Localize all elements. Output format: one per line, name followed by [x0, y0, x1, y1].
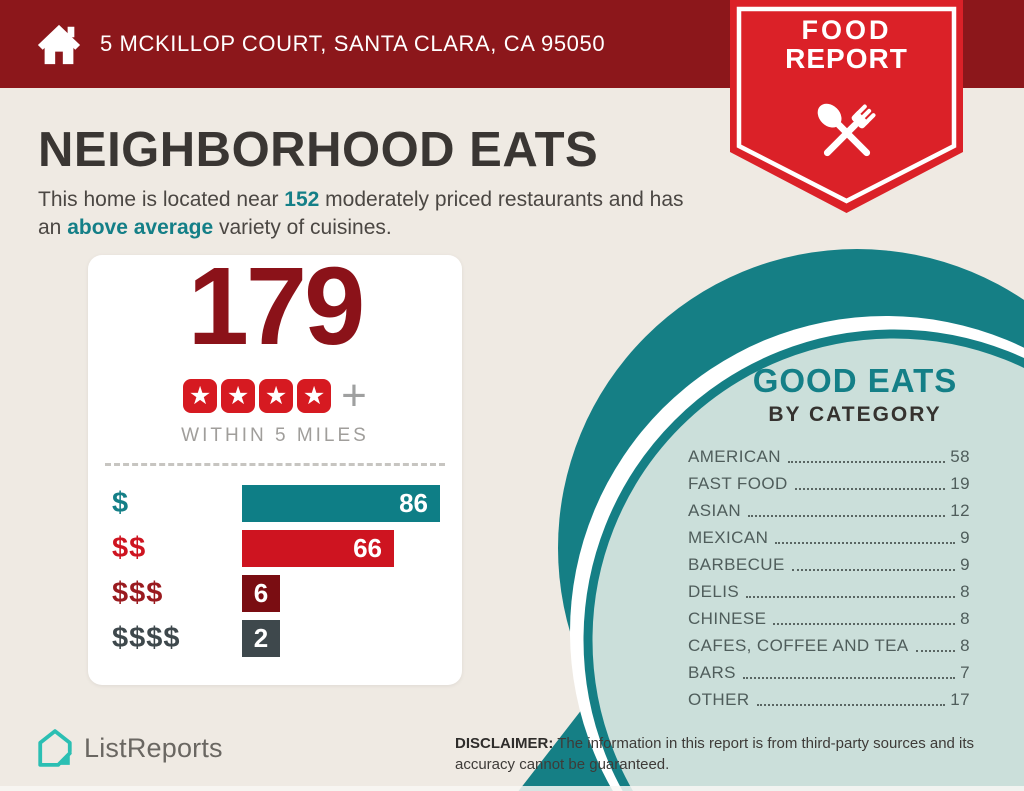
good-eats-subtitle: BY CATEGORY: [768, 403, 942, 426]
header-content: 5 MCKILLOP COURT, SANTA CLARA, CA 95050: [36, 0, 605, 88]
dot-leader: [748, 515, 946, 517]
category-count: 58: [950, 447, 970, 466]
dot-leader: [775, 542, 956, 544]
category-name: OTHER: [688, 690, 750, 709]
dot-leader: [746, 596, 956, 598]
price-bar: 2: [242, 620, 280, 657]
intro-part2: moderately priced restaurants and has an: [38, 188, 684, 239]
dot-leader: [742, 677, 956, 679]
rating-caption: WITHIN 5 MILES: [181, 425, 369, 446]
category-row: OTHER 17: [688, 683, 970, 710]
category-name: FAST FOOD: [688, 474, 788, 493]
dot-leader: [791, 569, 956, 571]
page-title: NEIGHBORHOOD EATS: [38, 123, 599, 177]
ribbon-shape: [730, 0, 963, 213]
bottom-edge-strip: [0, 786, 1024, 791]
category-name: MEXICAN: [688, 528, 769, 547]
category-row: BARBECUE 9: [688, 548, 970, 575]
category-row: FAST FOOD 19: [688, 467, 970, 494]
dot-leader: [794, 488, 946, 490]
category-count: 9: [960, 555, 970, 574]
price-label: $: [112, 487, 130, 519]
price-bar-row: $$$ 6: [112, 575, 440, 612]
price-bar: 66: [242, 530, 394, 567]
ribbon-line1: FOOD: [801, 15, 892, 45]
category-name: CAFES, COFFEE AND TEA: [688, 636, 909, 655]
dashed-divider: [105, 463, 445, 466]
price-bar: 6: [242, 575, 280, 612]
category-name: BARS: [688, 663, 736, 682]
category-row: ASIAN 12: [688, 494, 970, 521]
price-label: $$$$: [112, 622, 181, 654]
intro-part3: variety of cuisines.: [213, 216, 392, 239]
category-name: DELIS: [688, 582, 740, 601]
restaurant-count: 179: [187, 245, 366, 368]
category-list: AMERICAN 58 FAST FOOD 19 ASIAN 12 MEXICAN 9 …: [688, 440, 970, 710]
star-icon: ★: [221, 379, 256, 413]
category-name: BARBECUE: [688, 555, 785, 574]
star-icon: ★: [297, 379, 332, 413]
listreports-logo: ListReports: [36, 727, 223, 769]
intro-part1: This home is located near: [38, 188, 285, 211]
category-name: AMERICAN: [688, 447, 781, 466]
ribbon-title: FOOD REPORT: [730, 16, 963, 73]
category-count: 9: [960, 528, 970, 547]
disclaimer-text: The information in this report is from t…: [455, 735, 975, 773]
price-bar-row: $ 86: [112, 485, 440, 522]
disclaimer-label: DISCLAIMER:: [455, 735, 554, 752]
restaurant-stats-card: 179 ★ ★ ★ ★ + WITHIN 5 MILES $ 86 $$ 66 $$$…: [88, 249, 462, 685]
property-address: 5 MCKILLOP COURT, SANTA CLARA, CA 95050: [100, 31, 606, 56]
good-eats-title: GOOD EATS: [752, 362, 958, 399]
category-row: BARS 7: [688, 656, 970, 683]
category-row: CAFES, COFFEE AND TEA 8: [688, 629, 970, 656]
category-row: AMERICAN 58: [688, 440, 970, 467]
star-icon: ★: [183, 379, 218, 413]
dot-leader: [915, 650, 956, 652]
intro-count-highlight: 152: [284, 188, 320, 211]
dot-leader: [756, 704, 946, 706]
star-icon: ★: [259, 379, 294, 413]
category-count: 7: [960, 663, 970, 682]
price-label: $$$: [112, 577, 164, 609]
food-report-ribbon: FOOD REPORT: [730, 0, 963, 217]
intro-text: This home is located near 152 moderately…: [38, 186, 698, 242]
star-rating: ★ ★ ★ ★ +: [88, 371, 462, 420]
category-name: CHINESE: [688, 609, 767, 628]
category-count: 8: [960, 609, 970, 628]
price-label: $$: [112, 532, 147, 564]
category-count: 8: [960, 636, 970, 655]
price-bar-row: $$ 66: [112, 530, 440, 567]
star-tiles: ★ ★ ★ ★: [183, 379, 332, 413]
pale-inner-circle: [583, 329, 1024, 791]
category-count: 12: [950, 501, 970, 520]
category-row: MEXICAN 9: [688, 521, 970, 548]
category-count: 19: [950, 474, 970, 493]
listreports-house-icon: [38, 729, 72, 767]
brand-name: ListReports: [84, 732, 223, 763]
good-eats-circle-graphic: [518, 249, 1024, 791]
plus-sign: +: [341, 371, 367, 420]
disclaimer: DISCLAIMER: The information in this repo…: [455, 733, 1013, 775]
category-name: ASIAN: [688, 501, 742, 520]
home-icon: [37, 24, 81, 65]
category-row: CHINESE 8: [688, 602, 970, 629]
price-bar-row: $$$$ 2: [112, 620, 440, 657]
intro-rating-highlight: above average: [67, 216, 214, 239]
category-row: DELIS 8: [688, 575, 970, 602]
price-bar: 86: [242, 485, 440, 522]
good-eats-heading: GOOD EATS BY CATEGORY: [660, 362, 1024, 427]
spoon-fork-icon: [817, 103, 876, 157]
dot-leader: [773, 623, 956, 625]
category-count: 8: [960, 582, 970, 601]
price-bar-chart: $ 86 $$ 66 $$$ 6 $$$$ 2: [112, 485, 440, 665]
dot-leader: [787, 461, 946, 463]
ribbon-line2: REPORT: [785, 43, 908, 75]
category-count: 17: [950, 690, 970, 709]
